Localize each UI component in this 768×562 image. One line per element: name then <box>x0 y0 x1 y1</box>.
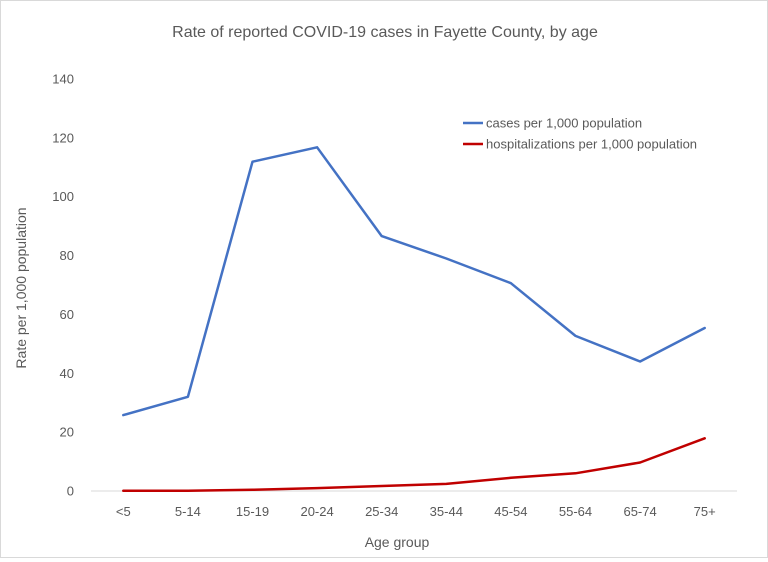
x-tick-label: 55-64 <box>559 504 592 519</box>
x-tick-label: 65-74 <box>623 504 656 519</box>
x-tick-label: 20-24 <box>300 504 333 519</box>
series-line-2 <box>122 437 706 492</box>
x-tick-label: 45-54 <box>494 504 527 519</box>
series-line-1 <box>122 146 706 417</box>
y-axis-title: Rate per 1,000 population <box>13 207 29 368</box>
x-axis-title: Age group <box>365 534 430 550</box>
y-tick-label: 0 <box>67 484 74 499</box>
x-tick-label: 35-44 <box>430 504 463 519</box>
y-axis-ticks: 0 20 40 60 80 100 120 140 <box>52 72 74 499</box>
y-tick-label: 100 <box>52 189 74 204</box>
x-tick-label: <5 <box>116 504 131 519</box>
x-tick-label: 15-19 <box>236 504 269 519</box>
chart-title: Rate of reported COVID-19 cases in Fayet… <box>172 24 598 41</box>
y-tick-label: 20 <box>60 425 74 440</box>
x-tick-label: 25-34 <box>365 504 398 519</box>
y-tick-label: 60 <box>60 307 74 322</box>
y-tick-label: 140 <box>52 72 74 87</box>
legend-label: cases per 1,000 population <box>486 116 642 131</box>
legend-label: hospitalizations per 1,000 population <box>486 137 697 152</box>
x-tick-label: 5-14 <box>175 504 201 519</box>
y-tick-label: 120 <box>52 130 74 145</box>
legend: cases per 1,000 population hospitalizatio… <box>463 116 697 152</box>
y-tick-label: 80 <box>60 248 74 263</box>
x-axis-ticks: <5 5-14 15-19 20-24 25-34 35-44 45-54 55-64 65-7… <box>116 504 716 519</box>
x-tick-label: 75+ <box>694 504 716 519</box>
y-tick-label: 40 <box>60 366 74 381</box>
series-lines <box>122 146 706 492</box>
